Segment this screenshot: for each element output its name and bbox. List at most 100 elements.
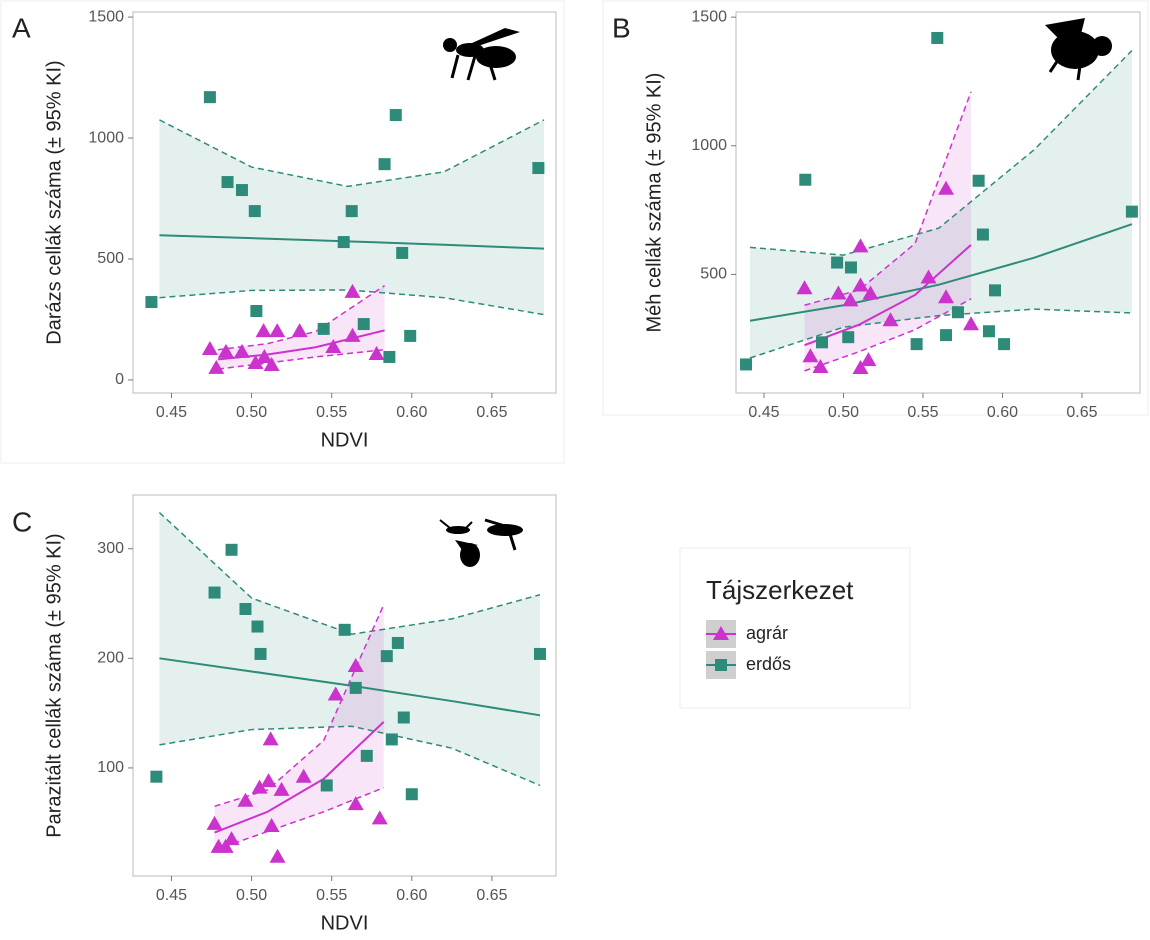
plot-frame — [132, 11, 557, 394]
point — [938, 289, 955, 304]
ci-band — [804, 91, 971, 371]
x-tick-label: 0.60 — [396, 404, 427, 421]
point — [998, 338, 1011, 351]
point — [533, 647, 546, 660]
x-tick-label: 0.60 — [396, 887, 427, 904]
point — [223, 831, 240, 846]
point — [345, 205, 358, 218]
ci-band — [217, 285, 385, 370]
point — [221, 176, 234, 189]
y-tick-label: 1500 — [88, 8, 124, 25]
y-tick-label: 500 — [97, 250, 124, 267]
point — [237, 792, 254, 807]
point — [338, 623, 351, 636]
fit-line — [804, 244, 972, 347]
y-tick-label: 200 — [97, 650, 124, 667]
point — [404, 329, 417, 342]
y-axis-label: Méh cellák száma (± 95% KI) — [643, 73, 665, 333]
point — [380, 650, 393, 663]
point — [344, 327, 361, 342]
point — [347, 796, 364, 811]
point — [368, 346, 385, 361]
x-tick-label: 0.65 — [476, 887, 507, 904]
point — [802, 348, 819, 363]
fit-line — [749, 223, 1133, 322]
point — [860, 352, 877, 367]
point — [206, 815, 223, 830]
x-tick-label: 0.50 — [236, 887, 267, 904]
point — [239, 602, 252, 615]
y-tick-label: 1500 — [691, 8, 727, 25]
point — [291, 323, 308, 338]
fit-line — [214, 721, 385, 834]
panel-frame — [602, 0, 1149, 416]
point — [831, 256, 844, 269]
ci-bound — [159, 289, 545, 316]
x-tick-label: 0.60 — [987, 404, 1018, 421]
x-tick-label: 0.65 — [476, 404, 507, 421]
parasitoid-icon — [439, 518, 523, 567]
point — [389, 109, 402, 122]
point — [295, 768, 312, 783]
point — [842, 292, 859, 307]
point — [405, 788, 418, 801]
point — [327, 686, 344, 701]
x-tick-label: 0.55 — [316, 887, 347, 904]
point — [349, 681, 362, 694]
x-axis-label: NDVI — [321, 912, 369, 934]
x-tick-label: 0.45 — [748, 404, 779, 421]
point — [263, 356, 280, 371]
plot-frame — [735, 11, 1141, 394]
y-tick-label: 300 — [97, 540, 124, 557]
point — [251, 620, 264, 633]
point — [255, 323, 272, 338]
y-axis-label: Darázs cellák száma (± 95% KI) — [43, 60, 65, 344]
ci-bound — [214, 786, 385, 851]
point — [842, 331, 855, 344]
point — [532, 162, 545, 175]
ci-bound — [159, 725, 541, 787]
legend-title: Tájszerkezet — [706, 575, 854, 605]
point — [150, 770, 163, 783]
x-tick-label: 0.55 — [316, 404, 347, 421]
point — [938, 180, 955, 195]
ci-bound — [214, 604, 385, 808]
point — [931, 31, 944, 44]
point — [360, 749, 373, 762]
point — [972, 174, 985, 187]
point — [910, 338, 923, 351]
y-tick-label: 500 — [700, 266, 727, 283]
legend-key-marker — [715, 659, 727, 671]
point — [208, 586, 221, 599]
point — [203, 91, 216, 104]
legend-label: agrár — [746, 623, 788, 643]
point — [862, 285, 879, 300]
panel-letter: A — [12, 12, 31, 43]
ci-band — [749, 50, 1132, 359]
point — [269, 323, 286, 338]
point — [951, 306, 964, 319]
point — [320, 779, 333, 792]
x-tick-label: 0.50 — [828, 404, 859, 421]
point — [383, 350, 396, 363]
point — [347, 657, 364, 672]
point — [357, 318, 370, 331]
point — [988, 284, 1001, 297]
point — [796, 280, 813, 295]
x-tick-label: 0.45 — [156, 887, 187, 904]
point — [940, 329, 953, 342]
x-tick-label: 0.55 — [907, 404, 938, 421]
point — [396, 246, 409, 259]
point — [391, 636, 404, 649]
point — [812, 359, 829, 374]
plot-frame — [132, 494, 557, 877]
point — [256, 348, 273, 363]
panel-letter: B — [612, 12, 631, 43]
point — [145, 296, 158, 309]
ci-bound — [749, 50, 1133, 256]
point — [273, 781, 290, 796]
point — [344, 283, 361, 298]
y-tick-label: 0 — [115, 371, 124, 388]
y-tick-label: 100 — [97, 759, 124, 776]
